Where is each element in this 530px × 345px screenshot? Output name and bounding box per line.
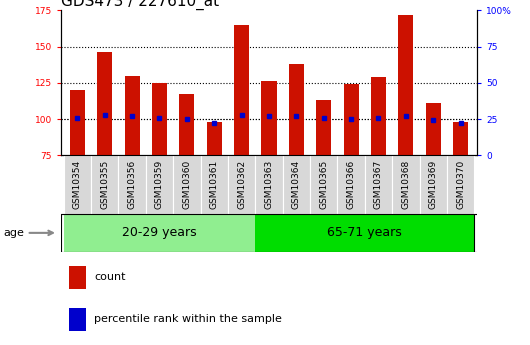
Bar	[228, 155, 255, 214]
Bar	[173, 155, 200, 214]
Text: percentile rank within the sample: percentile rank within the sample	[94, 314, 282, 324]
Bar	[420, 155, 447, 214]
Text: GSM10361: GSM10361	[210, 160, 219, 209]
Bar	[146, 155, 173, 214]
Bar	[261, 81, 277, 155]
Text: GSM10363: GSM10363	[264, 160, 273, 209]
Bar	[64, 214, 255, 252]
Text: GSM10356: GSM10356	[128, 160, 137, 209]
Text: 20-29 years: 20-29 years	[122, 226, 197, 239]
Text: GSM10354: GSM10354	[73, 160, 82, 209]
Bar	[91, 155, 118, 214]
Text: GSM10369: GSM10369	[429, 160, 438, 209]
Bar	[152, 83, 167, 155]
Bar	[69, 266, 86, 289]
Bar	[69, 308, 86, 331]
Bar	[70, 90, 85, 155]
Bar	[64, 155, 91, 214]
Bar	[338, 155, 365, 214]
Bar	[255, 214, 474, 252]
Text: GSM10370: GSM10370	[456, 160, 465, 209]
Bar	[343, 84, 359, 155]
Bar	[289, 64, 304, 155]
Bar	[453, 122, 468, 155]
Bar	[447, 155, 474, 214]
Text: GSM10365: GSM10365	[319, 160, 328, 209]
Bar	[365, 155, 392, 214]
Text: count: count	[94, 273, 126, 283]
Bar	[399, 15, 413, 155]
Bar	[125, 76, 139, 155]
Text: GSM10360: GSM10360	[182, 160, 191, 209]
Bar	[316, 100, 331, 155]
Bar	[392, 155, 420, 214]
Bar	[255, 155, 282, 214]
Bar	[118, 155, 146, 214]
Text: GSM10366: GSM10366	[347, 160, 356, 209]
Bar	[371, 77, 386, 155]
Text: GSM10364: GSM10364	[292, 160, 301, 209]
Text: GSM10368: GSM10368	[401, 160, 410, 209]
Text: GDS473 / 227610_at: GDS473 / 227610_at	[61, 0, 219, 10]
Text: age: age	[3, 228, 53, 238]
Bar	[207, 122, 222, 155]
Bar	[426, 103, 441, 155]
Bar	[97, 52, 112, 155]
Bar	[234, 25, 249, 155]
Bar	[179, 95, 195, 155]
Bar	[282, 155, 310, 214]
Text: 65-71 years: 65-71 years	[328, 226, 402, 239]
Bar	[310, 155, 338, 214]
Text: GSM10359: GSM10359	[155, 160, 164, 209]
Text: GSM10355: GSM10355	[100, 160, 109, 209]
Text: GSM10367: GSM10367	[374, 160, 383, 209]
Text: GSM10362: GSM10362	[237, 160, 246, 209]
Bar	[200, 155, 228, 214]
